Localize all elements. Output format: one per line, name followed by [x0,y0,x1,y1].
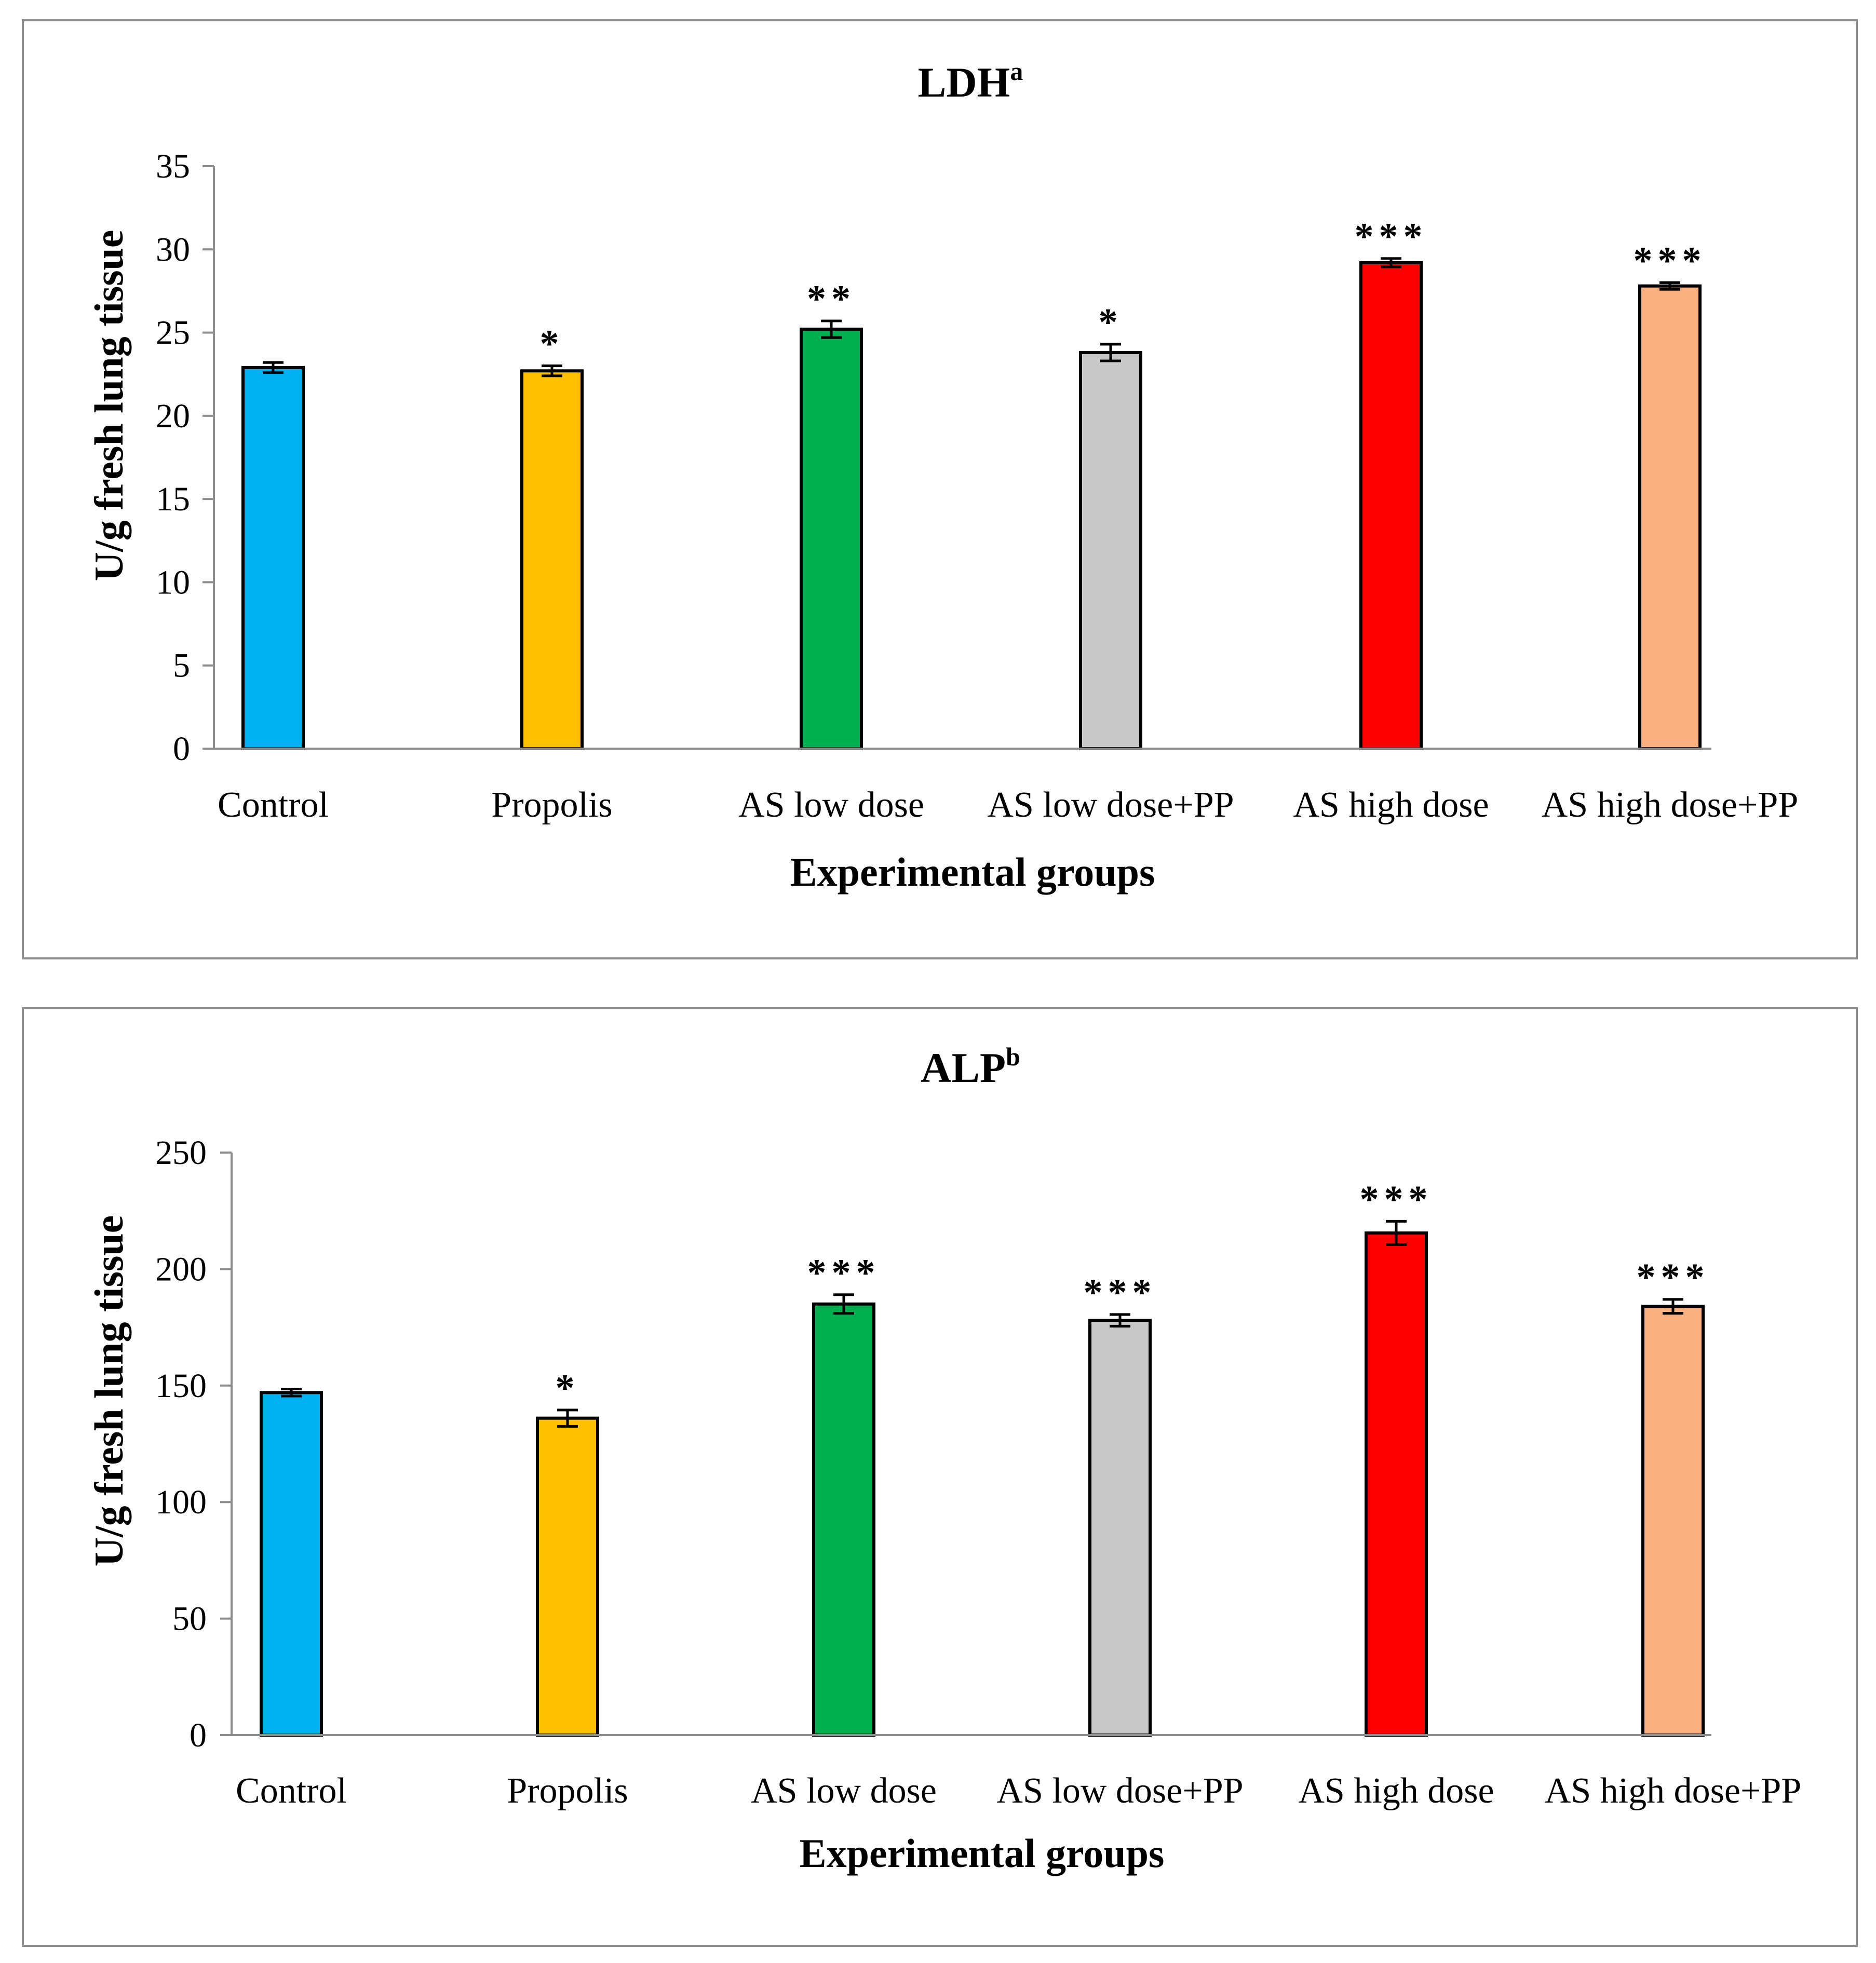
y-tick-label: 10 [156,563,190,601]
y-tick-label: 5 [173,647,190,685]
category-label: AS low dose [751,1771,937,1811]
y-tick-label: 30 [156,231,190,268]
y-tick-label: 15 [156,480,190,518]
bar [520,369,584,750]
category-label: AS high dose+PP [1545,1771,1802,1811]
significance-label: ** [807,278,856,320]
bar [800,328,863,750]
y-tick-label: 100 [155,1483,207,1521]
significance-label: * [1099,301,1123,344]
bar [1359,261,1423,750]
category-label: AS low dose [738,785,924,825]
y-tick-label: 20 [156,397,190,435]
bar [241,365,305,750]
category-label: Propolis [491,785,612,825]
y-tick-label: 0 [190,1716,207,1754]
category-label: AS high dose [1298,1771,1494,1811]
y-tick-label: 150 [155,1367,207,1405]
alp-chart: ALPb U/g fresh lung tissue Experimental … [86,1042,1802,1876]
bar [1641,1305,1705,1737]
y-tick-label: 0 [173,730,190,768]
category-label: AS low dose+PP [987,785,1234,825]
x-axis-label: Experimental groups [800,1831,1165,1876]
y-axis-label: U/g fresh lung tissue [86,1215,131,1567]
category-label: AS high dose+PP [1542,785,1799,825]
bar [1638,284,1702,751]
bar [1079,351,1142,750]
y-tick-label: 35 [156,147,190,185]
y-tick-label: 50 [172,1600,207,1638]
significance-label: * [556,1367,580,1410]
x-axis-label: Experimental groups [790,849,1155,895]
significance-label: *** [1355,215,1428,258]
bar [260,1391,323,1737]
ldh-chart-panel: LDHa U/g fresh lung tissue Experimental … [22,19,1858,959]
significance-label: * [540,323,564,365]
ldh-chart: LDHa U/g fresh lung tissue Experimental … [86,57,1799,895]
category-label: AS high dose [1293,785,1489,825]
alp-chart-panel: ALPb U/g fresh lung tissue Experimental … [22,1007,1858,1947]
significance-label: *** [1637,1256,1710,1299]
chart-title: ALPb [921,1042,1020,1091]
bar [536,1416,599,1737]
category-label: AS low dose+PP [996,1771,1243,1811]
significance-label: *** [1634,239,1707,282]
significance-label: *** [1084,1271,1157,1314]
significance-label: *** [1360,1178,1433,1221]
bar [812,1302,875,1737]
category-label: Control [236,1771,347,1811]
category-label: Propolis [507,1771,628,1811]
y-tick-label: 250 [155,1134,207,1172]
y-tick-label: 25 [156,314,190,352]
bar [1365,1231,1428,1737]
bar [1088,1319,1152,1737]
y-axis-label: U/g fresh lung tissue [86,230,131,581]
significance-label: *** [807,1252,881,1294]
chart-title: LDHa [918,57,1023,106]
y-tick-label: 200 [155,1250,207,1288]
category-label: Control [218,785,329,825]
